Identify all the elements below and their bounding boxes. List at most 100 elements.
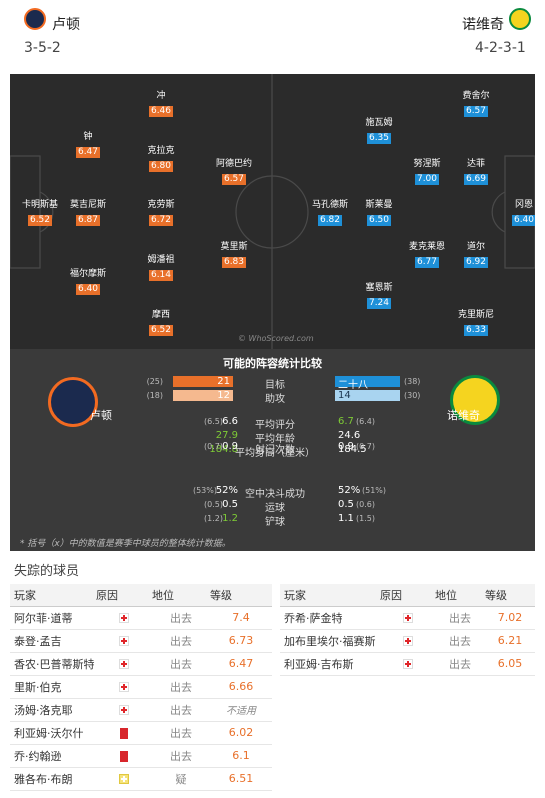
player-name: 塞恩斯 bbox=[365, 283, 393, 293]
match-header: 卢顿 3-5-2 诺维奇 4-2-3-1 bbox=[10, 0, 535, 70]
rating-cell: 6.21 bbox=[485, 629, 535, 653]
player-rating: 7.24 bbox=[366, 298, 392, 309]
stat-home-season: (25) bbox=[146, 377, 163, 386]
missing-home-table: 玩家 原因 地位 等级 阿尔菲·道蒂 出去 7.4 泰登·孟吉 出去 6.73 香农·巴普蒂… bbox=[10, 584, 272, 791]
player-card[interactable]: 费舍尔 6.57 bbox=[436, 90, 516, 117]
player-rating: 6.35 bbox=[366, 133, 392, 144]
home-team-name[interactable]: 卢顿 bbox=[52, 17, 80, 33]
table-row: 香农·巴普蒂斯特 出去 6.47 bbox=[10, 652, 272, 676]
home-formation: 3-5-2 bbox=[24, 40, 61, 56]
stat-home-value: 1.2 bbox=[222, 513, 238, 524]
player-name-link[interactable]: 里斯·伯克 bbox=[10, 675, 96, 699]
stat-label: 空中决斗成功 bbox=[245, 489, 305, 500]
player-rating: 6.50 bbox=[366, 215, 392, 226]
player-card[interactable]: 塞恩斯 7.24 bbox=[339, 282, 419, 309]
player-name-link[interactable]: 利亚姆·沃尔什 bbox=[10, 721, 96, 745]
rating-cell: 6.02 bbox=[210, 721, 272, 745]
player-name-link[interactable]: 雅各布·布朗 bbox=[10, 767, 96, 791]
stat-home-value: 27.9 bbox=[215, 430, 238, 441]
stat-home-season: (0.5) bbox=[204, 500, 223, 509]
player-name: 费舍尔 bbox=[462, 91, 490, 101]
stat-label: 射门次数 bbox=[255, 445, 295, 456]
player-name-link[interactable]: 乔·约翰逊 bbox=[10, 744, 96, 768]
stat-home-value: 52% bbox=[215, 485, 238, 496]
player-rating: 6.69 bbox=[463, 174, 489, 185]
player-name-link[interactable]: 加布里埃尔·福赛斯 bbox=[280, 629, 380, 653]
reason-cell bbox=[380, 629, 435, 653]
player-card[interactable]: 莫里斯 6.83 bbox=[194, 241, 274, 268]
player-name-link[interactable]: 泰登·孟吉 bbox=[10, 629, 96, 653]
player-name-link[interactable]: 乔希·萨金特 bbox=[280, 606, 380, 630]
status-cell: 出去 bbox=[152, 675, 210, 699]
stat-home-season: (6.5) bbox=[204, 417, 223, 426]
comparison-away-team[interactable]: 诺维奇 bbox=[447, 409, 480, 422]
injury-icon bbox=[119, 705, 129, 715]
col-rating: 等级 bbox=[210, 584, 272, 607]
comparison-home-team[interactable]: 卢顿 bbox=[90, 409, 112, 422]
norwich-crest-icon bbox=[509, 8, 531, 30]
player-name: 莫里斯 bbox=[220, 242, 248, 252]
player-rating: 6.92 bbox=[463, 257, 489, 268]
player-name: 福尔摩斯 bbox=[69, 269, 106, 279]
player-name: 施瓦姆 bbox=[365, 118, 393, 128]
player-card[interactable]: 克劳斯 6.72 bbox=[121, 199, 201, 226]
player-card[interactable]: 莫吉尼斯 6.87 bbox=[48, 199, 128, 226]
player-card[interactable]: 施瓦姆 6.35 bbox=[339, 117, 419, 144]
stat-home-value: 0.5 bbox=[222, 499, 238, 510]
player-card[interactable]: 卡明斯基 6.52 bbox=[10, 199, 80, 226]
status-cell: 出去 bbox=[152, 629, 210, 653]
stat-home-value: 12 bbox=[217, 390, 230, 401]
rating-cell: 6.05 bbox=[485, 652, 535, 676]
table-row: 加布里埃尔·福赛斯 出去 6.21 bbox=[280, 629, 535, 653]
injury-icon bbox=[119, 659, 129, 669]
stat-label: 平均年龄 bbox=[255, 434, 295, 445]
player-card[interactable]: 克里斯尼 6.33 bbox=[436, 309, 516, 336]
player-card[interactable]: 阿德巴约 6.57 bbox=[194, 158, 274, 185]
away-team-name[interactable]: 诺维奇 bbox=[462, 17, 504, 33]
player-card[interactable]: 冲 6.46 bbox=[121, 90, 201, 117]
player-card[interactable]: 摩西 6.52 bbox=[121, 309, 201, 336]
reason-cell bbox=[380, 652, 435, 676]
status-cell: 出去 bbox=[152, 744, 210, 768]
player-name-link[interactable]: 利亚姆·吉布斯 bbox=[280, 652, 380, 676]
table-header: 玩家 原因 地位 等级 bbox=[10, 584, 272, 607]
reason-cell bbox=[96, 767, 152, 791]
col-player: 玩家 bbox=[10, 584, 96, 607]
col-reason: 原因 bbox=[380, 584, 435, 607]
player-name: 麦克莱恩 bbox=[408, 242, 445, 252]
player-card[interactable]: 努涅斯 7.00 bbox=[387, 158, 467, 185]
player-rating: 6.83 bbox=[221, 257, 247, 268]
status-cell: 出去 bbox=[435, 652, 485, 676]
status-cell: 出去 bbox=[152, 606, 210, 630]
status-cell: 出去 bbox=[152, 721, 210, 745]
player-name-link[interactable]: 汤姆·洛克耶 bbox=[10, 698, 96, 722]
stat-away-value: 1.1 bbox=[338, 513, 354, 524]
stat-away-season: (6.4) bbox=[356, 417, 375, 426]
rating-cell: 7.02 bbox=[485, 606, 535, 630]
player-card[interactable]: 达菲 6.69 bbox=[436, 158, 516, 185]
player-rating: 6.40 bbox=[511, 215, 535, 226]
reason-cell bbox=[96, 698, 152, 722]
comparison-title: 可能的阵容统计比较 bbox=[223, 357, 322, 370]
player-card[interactable]: 斯莱曼 6.50 bbox=[339, 199, 419, 226]
missing-players-title: 失踪的球员 bbox=[14, 564, 80, 579]
lineup-comparison: 可能的阵容统计比较 卢顿 诺维奇 (25) 21 目标 二十八 (38) (18… bbox=[10, 349, 535, 551]
player-card[interactable]: 钟 6.47 bbox=[48, 131, 128, 158]
table-row: 利亚姆·沃尔什 出去 6.02 bbox=[10, 721, 272, 745]
table-header: 玩家 原因 地位 等级 bbox=[280, 584, 535, 607]
player-card[interactable]: 马孔德斯 6.82 bbox=[290, 199, 370, 226]
player-name-link[interactable]: 香农·巴普蒂斯特 bbox=[10, 652, 96, 676]
reason-cell bbox=[96, 721, 152, 745]
player-card[interactable]: 麦克莱恩 6.77 bbox=[387, 241, 467, 268]
player-rating: 6.77 bbox=[414, 257, 440, 268]
player-card[interactable]: 冈恩 6.40 bbox=[484, 199, 535, 226]
player-name-link[interactable]: 阿尔菲·道蒂 bbox=[10, 606, 96, 630]
stat-home-value: 6.6 bbox=[222, 416, 238, 427]
stat-away-value: 52% bbox=[338, 485, 361, 496]
status-cell: 出去 bbox=[435, 629, 485, 653]
player-rating: 6.72 bbox=[148, 215, 174, 226]
player-card[interactable]: 道尔 6.92 bbox=[436, 241, 516, 268]
player-card[interactable]: 姆潘祖 6.14 bbox=[121, 254, 201, 281]
player-card[interactable]: 克拉克 6.80 bbox=[121, 145, 201, 172]
player-card[interactable]: 福尔摩斯 6.40 bbox=[48, 268, 128, 295]
